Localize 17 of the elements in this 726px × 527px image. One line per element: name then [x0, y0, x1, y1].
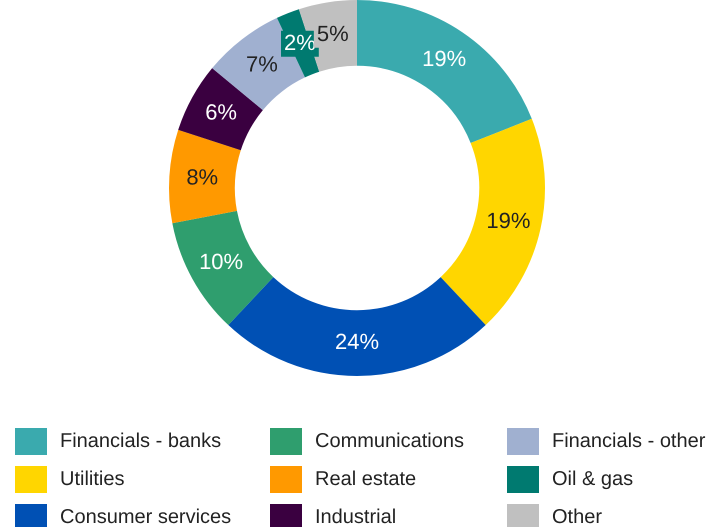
legend-label: Financials - other: [552, 430, 706, 452]
legend-label: Communications: [315, 430, 464, 452]
data-label: 10%: [199, 248, 244, 274]
data-label: 7%: [246, 52, 278, 77]
legend-label: Oil & gas: [552, 468, 634, 490]
legend-label: Financials - banks: [60, 430, 222, 452]
data-label: 5%: [316, 20, 349, 46]
data-label: 6%: [205, 99, 237, 124]
data-label: 19%: [422, 46, 466, 71]
legend-label: Industrial: [315, 506, 396, 527]
legend-label: Real estate: [315, 468, 416, 490]
legend-label: Other: [552, 506, 602, 527]
legend-label: Consumer services: [60, 506, 232, 527]
data-label: 19%: [486, 208, 530, 233]
data-label: 24%: [334, 329, 380, 354]
legend-label: Utilities: [60, 468, 124, 490]
data-label: 8%: [186, 164, 218, 190]
